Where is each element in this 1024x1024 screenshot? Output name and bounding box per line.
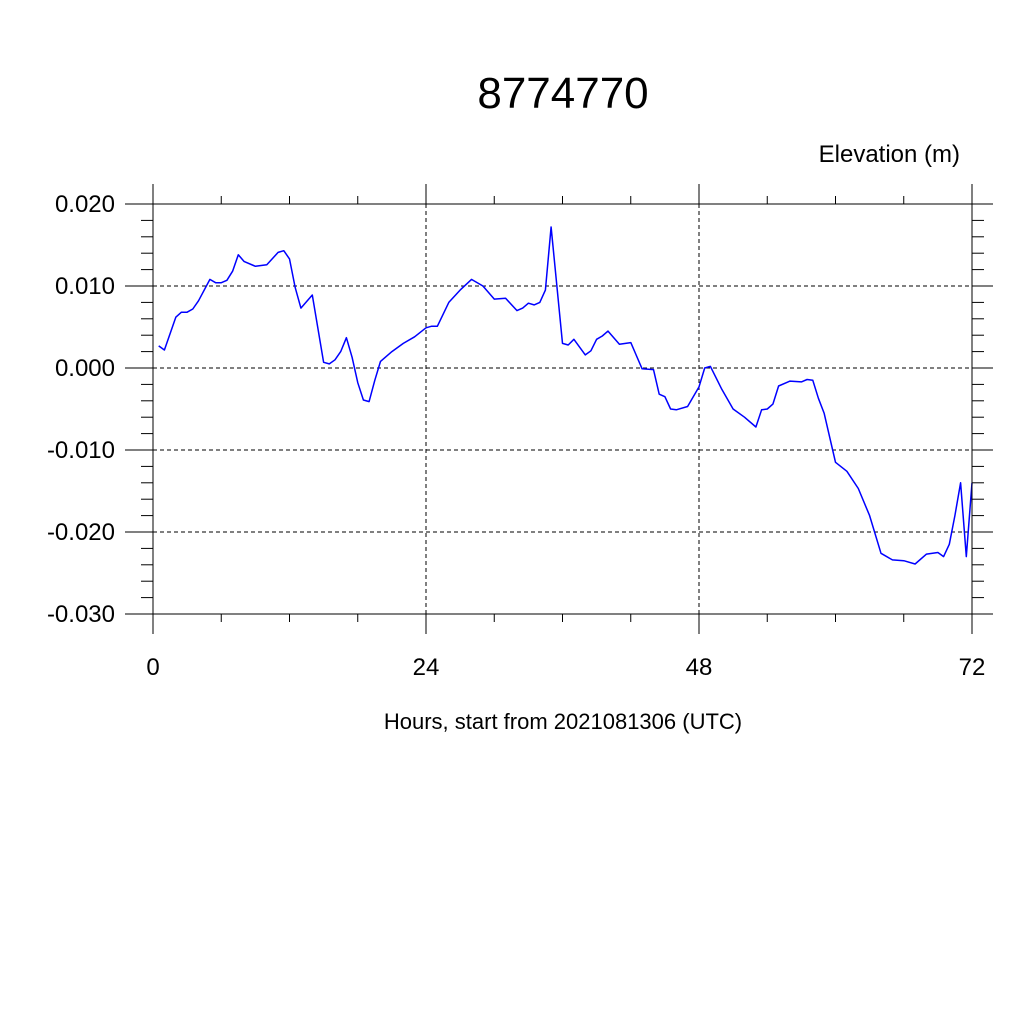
y-tick-label: -0.030 (47, 601, 115, 628)
x-tick-label: 72 (959, 654, 986, 681)
x-axis-label: Hours, start from 2021081306 (UTC) (384, 709, 742, 734)
y-tick-label: -0.020 (47, 519, 115, 546)
x-tick-label: 24 (413, 654, 440, 681)
chart-title: 8774770 (477, 69, 648, 118)
y-tick-label: 0.010 (55, 273, 115, 300)
y-axis-label: Elevation (m) (819, 141, 960, 168)
y-tick-label: -0.010 (47, 437, 115, 464)
elevation-series-line (158, 226, 973, 565)
plot-frame (152, 203, 973, 615)
y-tick-label: 0.020 (55, 191, 115, 218)
grid-lines (152, 203, 973, 615)
x-tick-label: 48 (686, 654, 713, 681)
tick-labels: 0.020 0.010 0.000 -0.010 -0.020 -0.030 0 24 48 72 (47, 191, 985, 681)
series-layer (158, 226, 973, 565)
y-tick-label: 0.000 (55, 355, 115, 382)
x-tick-label: 0 (146, 654, 159, 681)
axis-ticks (125, 184, 993, 634)
